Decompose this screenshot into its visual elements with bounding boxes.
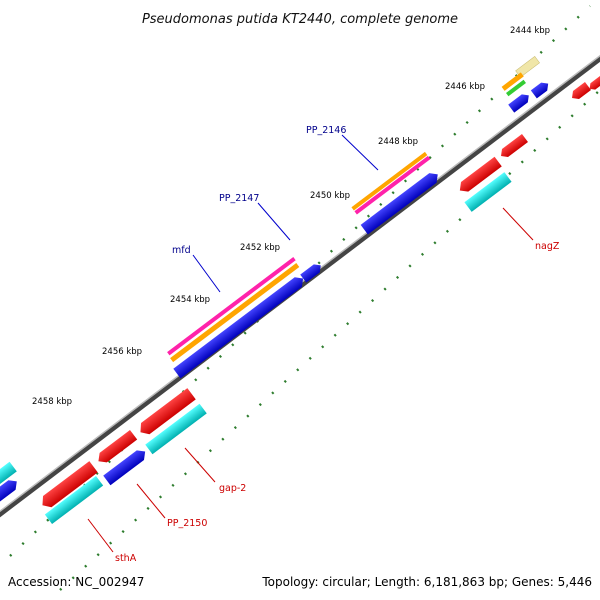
feature-green-small[interactable] (506, 79, 526, 97)
gene-label[interactable]: gap-2 (219, 483, 246, 494)
cds-forward[interactable] (360, 170, 442, 235)
kbp-label: 2448 kbp (378, 137, 418, 147)
cds-reverse-light[interactable] (0, 461, 17, 489)
gene-label[interactable]: PP_2150 (167, 518, 207, 529)
cds-reverse[interactable] (38, 461, 98, 511)
cds-reverse[interactable] (95, 429, 138, 466)
map-title: Pseudomonas putida KT2440, complete geno… (142, 12, 458, 27)
forward-strand-features (0, 56, 551, 506)
cds-forward[interactable] (508, 91, 532, 113)
cds-reverse-light[interactable] (44, 475, 104, 525)
kbp-labels: 2444 kbp 2446 kbp 2448 kbp 2450 kbp 2452… (32, 26, 550, 407)
label-leaders (87, 134, 534, 553)
kbp-label: 2452 kbp (240, 243, 280, 253)
gene-label[interactable]: nagZ (535, 241, 560, 252)
gene-label[interactable]: PP_2147 (219, 193, 259, 204)
feature-orange[interactable] (351, 151, 428, 211)
gene-label[interactable]: sthA (115, 553, 137, 564)
cds-reverse[interactable] (569, 81, 591, 102)
cds-reverse[interactable] (498, 133, 528, 160)
cds-forward[interactable] (300, 261, 324, 283)
kbp-label: 2450 kbp (310, 191, 350, 201)
feature-orange[interactable] (170, 263, 300, 363)
feature-magenta[interactable] (354, 155, 431, 215)
inner-tick-ring (59, 89, 600, 591)
gene-labels: PP_2146 PP_2147 mfd nagZ gap-2 PP_2150 s… (115, 125, 560, 564)
feature-orange-small[interactable] (501, 72, 524, 91)
gene-label[interactable]: mfd (172, 245, 191, 256)
cds-reverse[interactable] (456, 156, 502, 195)
cds-forward[interactable] (103, 447, 149, 486)
cds-reverse[interactable] (136, 388, 196, 438)
genome-summary-text: Topology: circular; Length: 6,181,863 bp… (261, 575, 592, 589)
kbp-label: 2458 kbp (32, 397, 72, 407)
feature-magenta[interactable] (167, 257, 296, 356)
kbp-label: 2454 kbp (170, 295, 210, 305)
cds-reverse-light[interactable] (464, 172, 512, 212)
reverse-strand-features (0, 75, 600, 525)
kbp-label: 2446 kbp (445, 82, 485, 92)
feature-khaki[interactable] (515, 56, 540, 78)
cds-reverse[interactable] (587, 75, 600, 92)
kbp-label: 2456 kbp (102, 347, 142, 357)
cds-forward[interactable] (0, 477, 20, 506)
accession-text: Accession: NC_002947 (8, 575, 144, 589)
cds-forward[interactable] (530, 80, 551, 99)
gene-label[interactable]: PP_2146 (306, 125, 346, 136)
cds-forward[interactable] (173, 274, 306, 379)
cds-reverse-light[interactable] (145, 403, 207, 455)
kbp-label: 2444 kbp (510, 26, 550, 36)
